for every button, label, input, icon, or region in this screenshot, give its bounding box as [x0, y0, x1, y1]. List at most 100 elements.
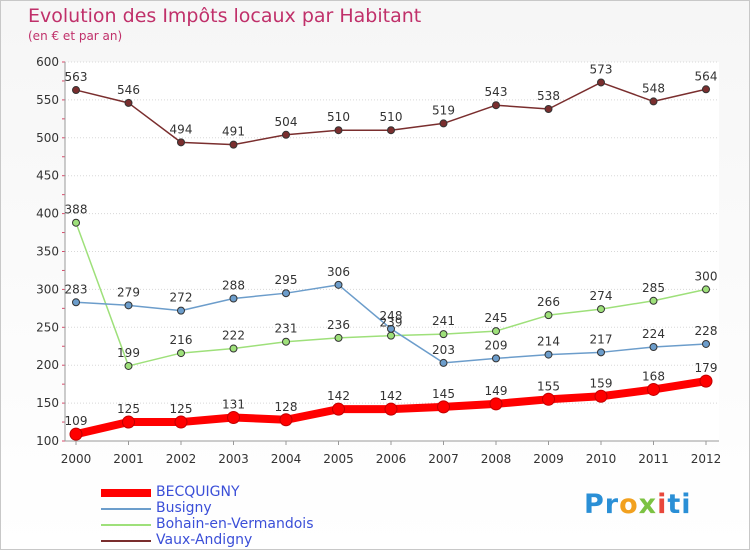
data-label: 216: [170, 333, 193, 347]
data-point: [702, 85, 710, 94]
data-label: 128: [275, 400, 298, 414]
data-label: 217: [590, 332, 613, 346]
data-point: [334, 280, 343, 289]
x-tick-label: 2009: [533, 452, 564, 466]
data-point: [124, 301, 133, 310]
data-point: [282, 130, 290, 139]
legend-label-vaux-andigny: Vaux-Andigny: [156, 532, 253, 548]
data-label: 125: [117, 402, 140, 416]
data-point: [647, 382, 660, 396]
data-label: 109: [65, 414, 88, 428]
data-label: 236: [327, 318, 350, 332]
y-tick-label: 600: [36, 55, 59, 69]
data-point: [334, 126, 343, 135]
y-tick-label: 100: [36, 434, 59, 448]
data-label: 239: [380, 316, 403, 330]
data-label: 131: [222, 398, 245, 412]
data-label: 179: [695, 361, 718, 375]
chart-subtitle: (en € et par an): [28, 29, 123, 43]
data-label: 563: [65, 70, 88, 84]
data-label: 388: [65, 203, 88, 217]
x-tick-label: 2002: [166, 452, 197, 466]
data-label: 306: [327, 265, 350, 279]
data-label: 125: [170, 402, 193, 416]
data-label: 224: [642, 327, 665, 341]
data-label: 245: [485, 311, 508, 325]
data-point: [69, 427, 83, 441]
y-tick-label: 450: [36, 169, 59, 183]
data-point: [282, 289, 290, 298]
data-point: [544, 104, 553, 113]
data-label: 288: [222, 278, 245, 292]
data-point: [174, 415, 188, 429]
data-label: 214: [537, 335, 560, 349]
data-label: 573: [590, 62, 613, 76]
data-label: 248: [380, 309, 403, 323]
data-point: [597, 78, 605, 87]
data-point: [542, 392, 555, 406]
data-point: [439, 358, 448, 367]
data-label: 283: [65, 282, 88, 296]
data-point: [544, 311, 553, 320]
data-point: [387, 331, 395, 340]
data-point: [229, 140, 238, 149]
data-label: 142: [327, 389, 350, 403]
x-tick-label: 2006: [376, 452, 407, 466]
data-point: [282, 337, 290, 346]
data-point: [702, 339, 710, 348]
data-label: 504: [275, 115, 298, 129]
data-point: [72, 86, 80, 95]
y-tick-label: 550: [36, 93, 59, 107]
data-label: 241: [432, 314, 455, 328]
data-point: [177, 349, 185, 358]
x-tick-label: 2010: [586, 452, 617, 466]
data-point: [72, 218, 80, 227]
data-label: 142: [380, 389, 403, 403]
data-point: [229, 344, 238, 353]
data-label: 548: [642, 81, 665, 95]
data-label: 231: [275, 322, 298, 336]
data-point: [594, 389, 608, 403]
data-label: 145: [432, 387, 455, 401]
y-tick-label: 250: [36, 320, 59, 334]
data-label: 209: [485, 338, 508, 352]
data-point: [334, 333, 343, 342]
data-point: [492, 101, 500, 110]
data-point: [72, 298, 80, 307]
legend-label-becquigny: BECQUIGNY: [156, 484, 240, 500]
x-tick-label: 2004: [271, 452, 302, 466]
data-point: [544, 350, 553, 359]
data-point: [387, 126, 395, 135]
data-label: 149: [485, 384, 508, 398]
data-label: 494: [170, 122, 193, 136]
data-label: 279: [117, 285, 140, 299]
y-tick-label: 200: [36, 358, 59, 372]
data-point: [177, 138, 185, 147]
legend-label-bohain: Bohain-en-Vermandois: [156, 516, 314, 532]
data-point: [227, 411, 240, 425]
data-label: 285: [642, 281, 665, 295]
y-tick-label: 300: [36, 282, 59, 296]
data-point: [279, 413, 293, 427]
data-label: 510: [380, 110, 403, 124]
data-point: [492, 354, 500, 363]
legend-label-busigny: Busigny: [156, 500, 212, 516]
data-point: [387, 324, 395, 333]
data-point: [597, 305, 605, 314]
data-point: [437, 400, 450, 414]
data-point: [122, 415, 135, 429]
data-point: [124, 361, 133, 370]
data-label: 155: [537, 379, 560, 393]
data-label: 199: [117, 346, 140, 360]
legend-swatch-busigny: [101, 508, 151, 510]
chart-title: Evolution des Impôts locaux par Habitant: [28, 5, 422, 27]
data-point: [597, 348, 605, 357]
x-tick-label: 2012: [691, 452, 722, 466]
data-point: [332, 402, 345, 416]
data-point: [439, 330, 448, 339]
data-label: 228: [695, 324, 718, 338]
data-point: [492, 327, 500, 336]
data-label: 266: [537, 295, 560, 309]
